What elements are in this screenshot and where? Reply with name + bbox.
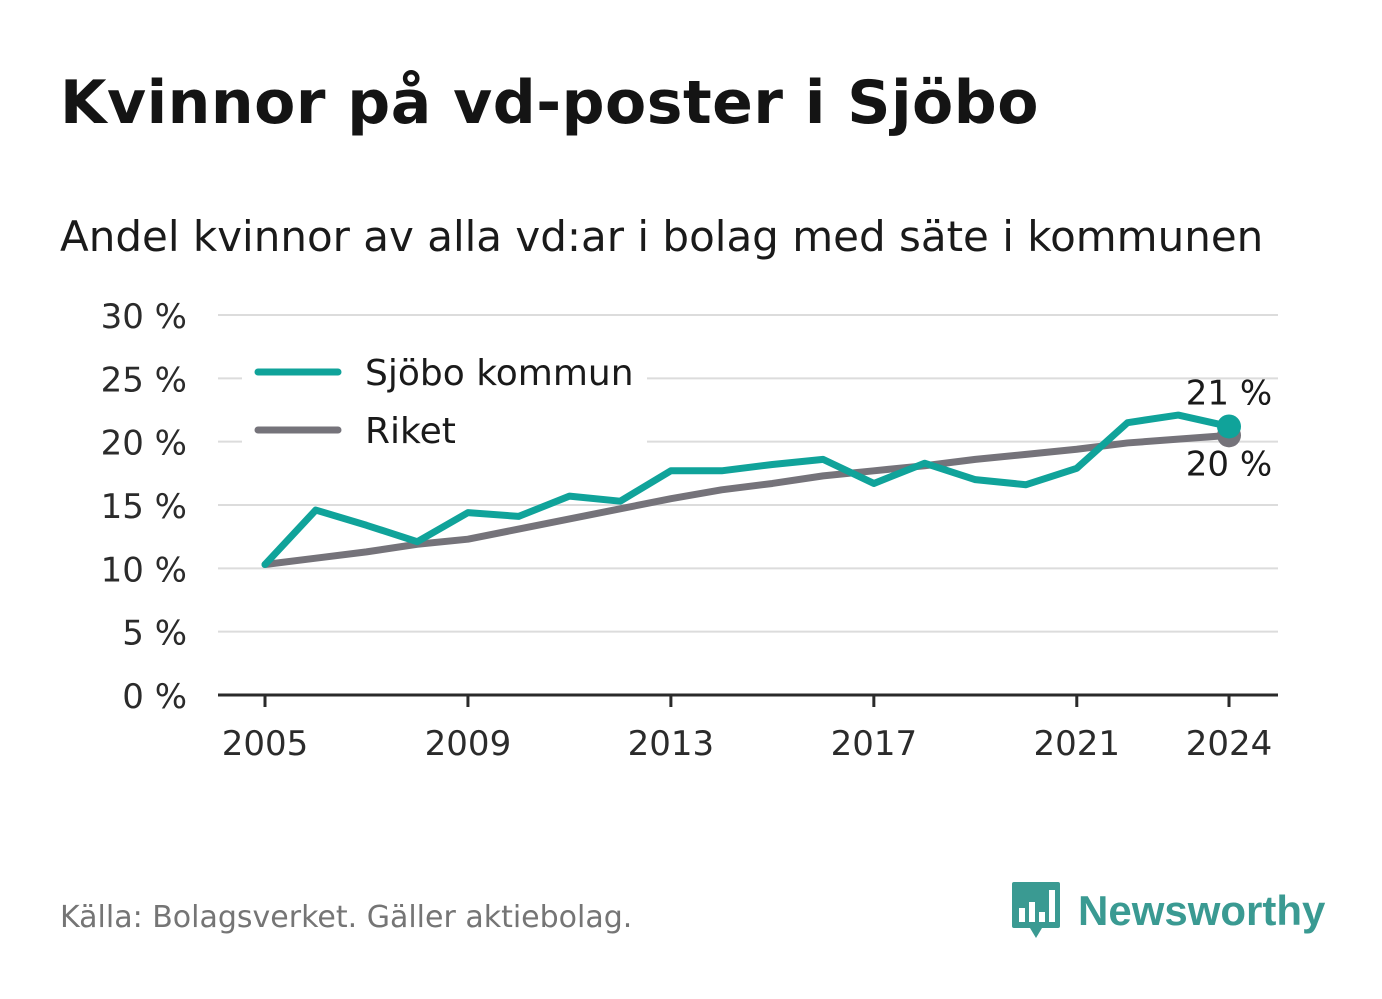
brand-name: Newsworthy: [1078, 887, 1326, 934]
brand-logo: Newsworthy: [1010, 880, 1325, 942]
legend: Sjöbo kommun Riket: [242, 345, 647, 455]
series-line: [261, 431, 1233, 569]
x-axis: 2005 2009 2013 2017 2021 2024: [218, 693, 1278, 764]
x-tick-label: 2005: [222, 724, 309, 764]
y-tick-label: 30 %: [101, 297, 187, 337]
x-tick-label: 2009: [425, 724, 512, 764]
y-tick-label: 0 %: [122, 677, 187, 717]
series-line: [261, 411, 1233, 569]
end-value-label: 21 %: [1186, 373, 1272, 413]
series-lines: [261, 411, 1241, 569]
series-endpoint: [1217, 414, 1241, 439]
end-value-label: 20 %: [1186, 444, 1272, 484]
end-labels: 21 % 20 %: [1186, 373, 1272, 484]
y-axis-labels: 0 % 5 % 10 % 15 % 20 % 25 % 30 %: [101, 297, 187, 717]
y-tick-label: 25 %: [101, 360, 187, 400]
source-note: Källa: Bolagsverket. Gäller aktiebolag.: [60, 900, 633, 935]
x-tick-label: 2013: [628, 724, 715, 764]
newsworthy-logo-icon: [1012, 882, 1060, 938]
y-tick-label: 15 %: [101, 487, 187, 527]
chart-subtitle: Andel kvinnor av alla vd:ar i bolag med …: [60, 212, 1264, 261]
y-tick-label: 10 %: [101, 550, 187, 590]
x-tick-label: 2024: [1186, 724, 1273, 764]
y-tick-label: 5 %: [122, 614, 187, 654]
x-tick-label: 2021: [1034, 724, 1121, 764]
legend-background: [242, 345, 647, 455]
y-tick-label: 20 %: [101, 424, 187, 464]
chart-title: Kvinnor på vd-poster i Sjöbo: [60, 68, 1039, 138]
x-tick-label: 2017: [831, 724, 918, 764]
legend-label: Riket: [365, 411, 456, 452]
legend-label: Sjöbo kommun: [365, 353, 634, 394]
